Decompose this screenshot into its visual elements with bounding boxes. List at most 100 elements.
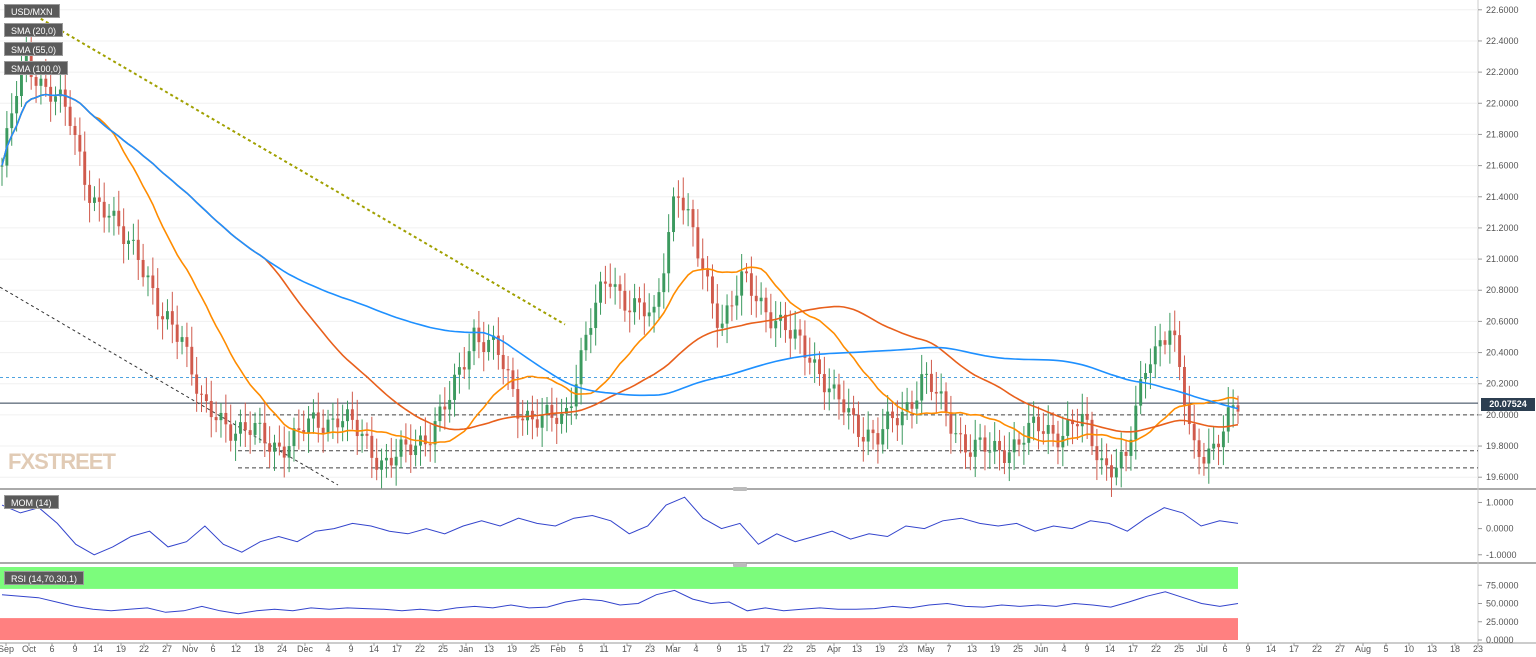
candle-body — [613, 284, 617, 287]
rsi-label: RSI (14,70,30,1) — [4, 571, 85, 585]
candle-body — [1071, 419, 1075, 425]
candle-body — [861, 436, 865, 442]
date-tick-label: 9 — [1245, 644, 1250, 654]
date-tick-label: 17 — [760, 644, 770, 654]
candle-body — [1114, 467, 1118, 478]
price-tick-label: 20.0000 — [1486, 410, 1519, 420]
candle-body — [501, 354, 505, 370]
date-tick-label: 23 — [645, 644, 655, 654]
candle-body — [1056, 433, 1060, 448]
candle-body — [813, 359, 817, 363]
date-tick-label: 13 — [484, 644, 494, 654]
sma-100-line — [1, 93, 1239, 410]
date-tick-label: 14 — [369, 644, 379, 654]
candle-body — [238, 422, 242, 434]
price-tick-label: 22.6000 — [1486, 5, 1519, 15]
candle-body — [63, 89, 67, 107]
date-tick-label: Jul — [1196, 644, 1208, 654]
candle-body — [1051, 424, 1055, 434]
candle-body — [579, 350, 583, 385]
candle-body — [725, 305, 729, 324]
candle-body — [832, 384, 836, 389]
candle-body — [521, 418, 525, 421]
date-tick-label: 14 — [1266, 644, 1276, 654]
candle-body — [380, 460, 384, 470]
candle-body — [282, 446, 286, 458]
candle-body — [302, 430, 306, 434]
date-tick-label: 9 — [1084, 644, 1089, 654]
candle-body — [20, 61, 23, 97]
mom-tick-label: -1.0000 — [1486, 550, 1517, 560]
candle-body — [1100, 458, 1104, 461]
candle-body — [754, 295, 758, 302]
candle-body — [107, 215, 111, 218]
candle-body — [384, 457, 388, 461]
candle-body — [993, 440, 997, 452]
candle-body — [1046, 424, 1050, 434]
candle-body — [1148, 364, 1152, 373]
date-tick-label: 17 — [622, 644, 632, 654]
candle-body — [891, 411, 894, 419]
candle-body — [428, 444, 432, 446]
date-tick-label: 14 — [93, 644, 103, 654]
pane-resize-handle-bottom[interactable] — [733, 563, 747, 567]
candle-body — [720, 323, 724, 328]
candle-body — [983, 437, 987, 452]
candle-body — [871, 429, 875, 434]
candle-body — [453, 374, 457, 400]
candle-body — [268, 443, 272, 452]
date-tick-label: 7 — [946, 644, 951, 654]
candle-body — [78, 135, 82, 152]
candle-body — [944, 391, 948, 413]
candle-body — [1197, 440, 1201, 457]
candle-body — [701, 258, 705, 270]
candle-body — [136, 239, 140, 260]
candle-body — [1012, 439, 1016, 453]
candle-body — [910, 402, 914, 409]
date-tick-label: 27 — [1335, 644, 1345, 654]
candle-body — [131, 239, 135, 241]
date-tick-label: Sep — [0, 644, 14, 654]
candle-body — [127, 240, 130, 244]
candle-body — [1002, 450, 1006, 463]
candle-body — [881, 429, 885, 445]
candle-body — [565, 407, 568, 414]
date-tick-label: 13 — [967, 644, 977, 654]
pane-resize-handle-top[interactable] — [733, 487, 747, 491]
candle-body — [1192, 424, 1196, 441]
candle-body — [1139, 379, 1143, 406]
candle-body — [988, 451, 992, 453]
price-tick-label: 20.8000 — [1486, 285, 1519, 295]
candle-body — [1022, 442, 1026, 445]
candle-body — [83, 151, 87, 185]
date-tick-label: 19 — [875, 644, 885, 654]
date-tick-label: 9 — [716, 644, 721, 654]
date-tick-label: 5 — [578, 644, 583, 654]
candle-body — [1080, 413, 1084, 427]
candle-body — [1041, 431, 1045, 434]
candle-body — [730, 305, 734, 307]
candle-body — [973, 439, 977, 457]
candle-body — [336, 418, 340, 428]
candle-body — [808, 357, 812, 363]
candle-body — [647, 312, 651, 317]
candle-body — [672, 196, 675, 233]
date-tick-label: May — [917, 644, 935, 654]
candle-body — [555, 417, 559, 424]
candle-body — [263, 422, 267, 444]
date-tick-label: Jan — [459, 644, 474, 654]
sma100-label: SMA (100,0) — [4, 61, 69, 75]
candle-body — [569, 406, 573, 408]
date-tick-label: 19 — [990, 644, 1000, 654]
candle-body — [1158, 340, 1162, 347]
candle-body — [603, 281, 607, 284]
candle-body — [360, 433, 364, 437]
date-tick-label: 4 — [1061, 644, 1066, 654]
candle-body — [1119, 451, 1123, 468]
date-tick-label: 23 — [898, 644, 908, 654]
candle-body — [1032, 416, 1036, 423]
candle-body — [175, 324, 179, 342]
candle-body — [355, 419, 359, 437]
candle-body — [1221, 431, 1225, 448]
candle-body — [788, 330, 792, 339]
